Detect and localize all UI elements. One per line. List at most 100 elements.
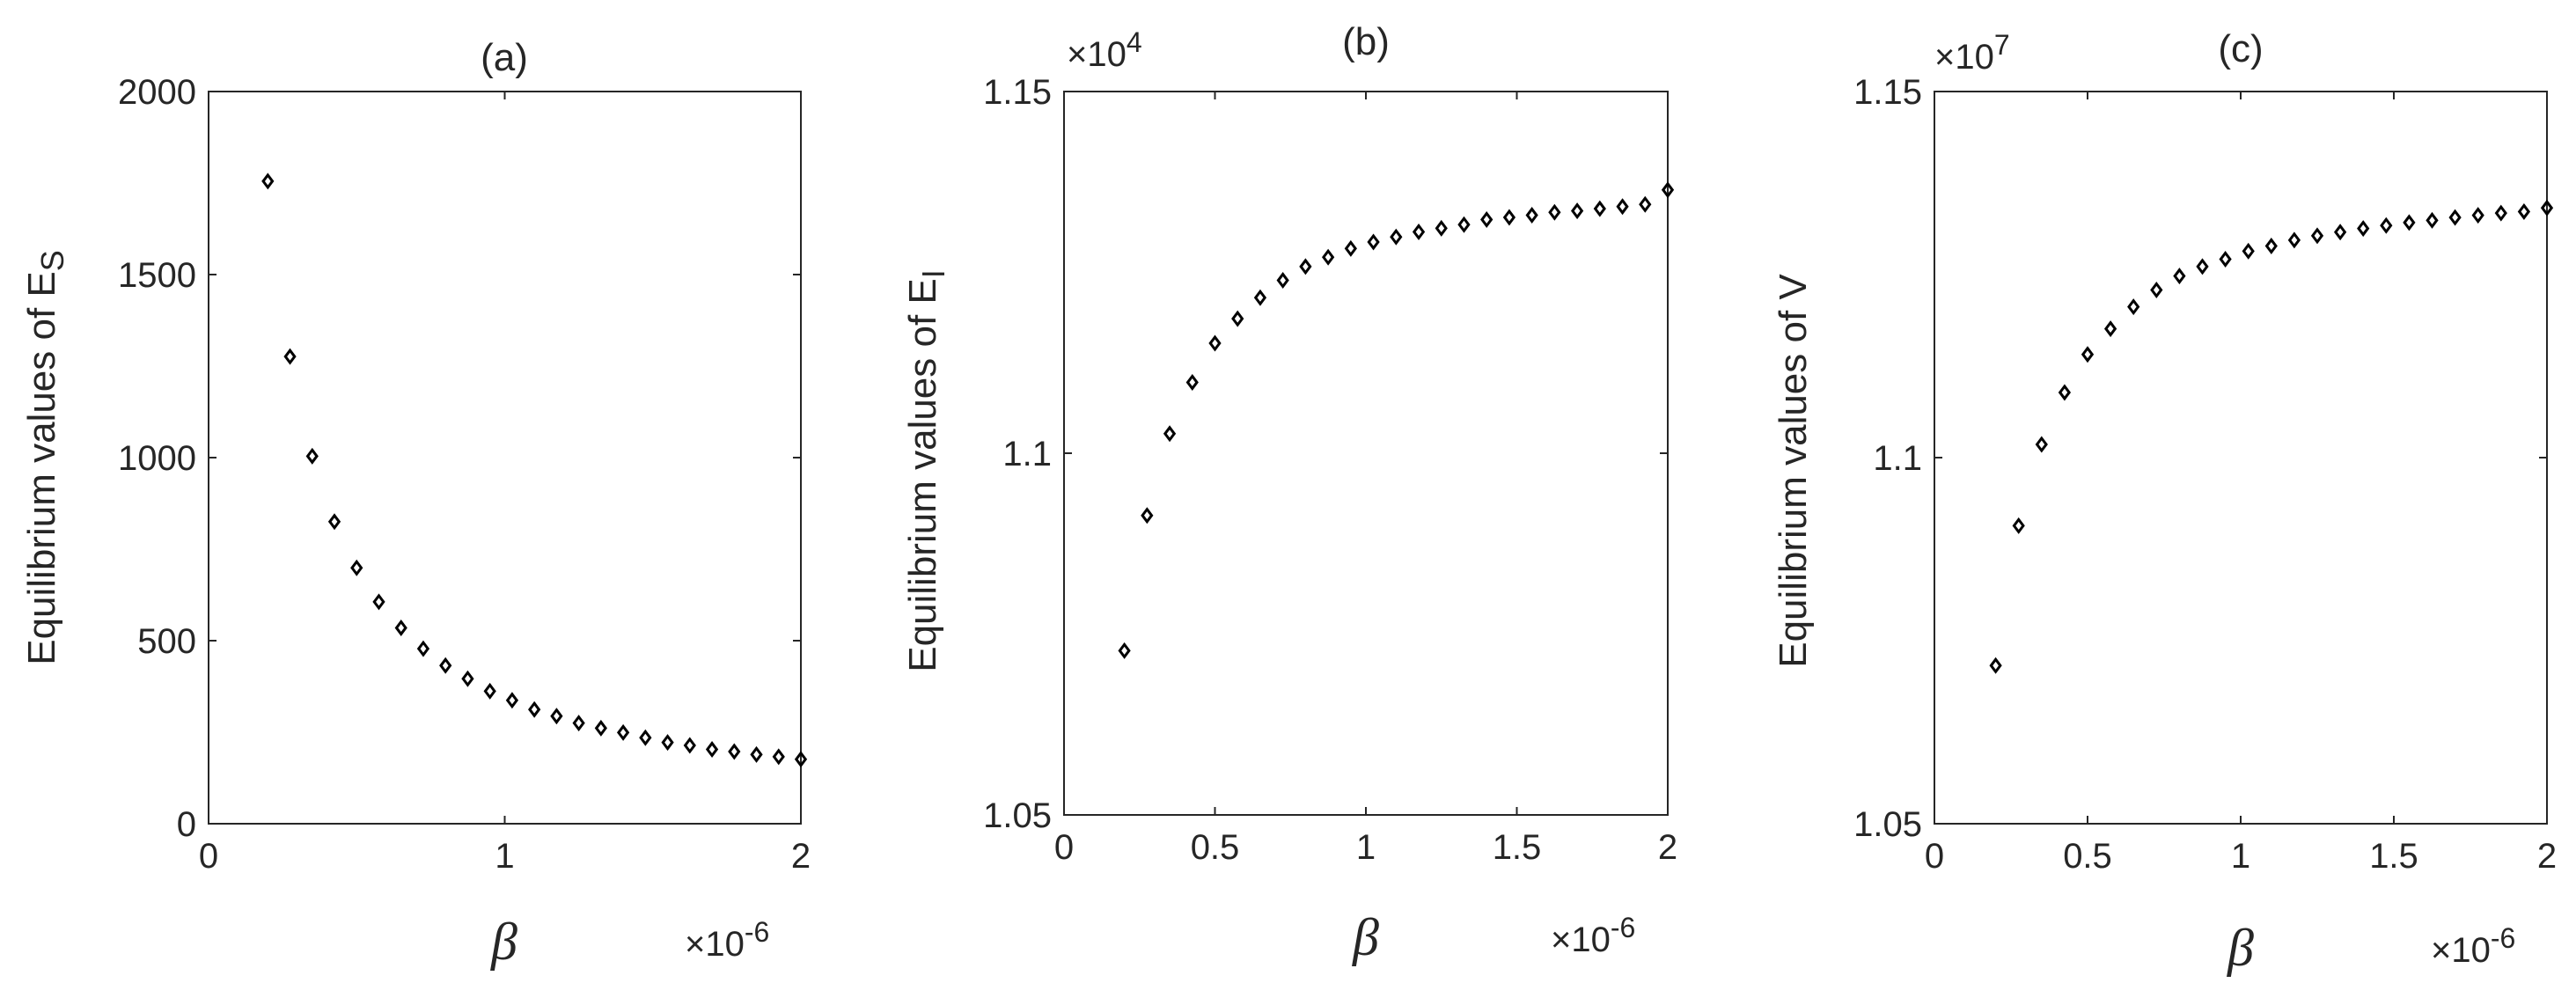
panel-c-data-point: [2494, 204, 2507, 222]
panel-b-y-exponent: ×104: [1067, 26, 1142, 74]
panel-c-points: [1989, 199, 2554, 674]
panel-a-data-point: [572, 715, 585, 732]
panel-c-data-point: [2310, 227, 2324, 245]
panel-b-xtick-label: 1: [1356, 828, 1376, 867]
panel-c-data-point: [2287, 231, 2301, 249]
panel-a-axes-box: [208, 91, 802, 825]
panel-b-data-point: [1570, 202, 1584, 220]
panel-a-ytick-label: 500: [137, 622, 196, 661]
panel-b-data-point: [1231, 310, 1244, 327]
panel-b: (b) ×104 Equilibrium values of EI β ×10-…: [901, 20, 1677, 966]
panel-c-data-point: [2357, 220, 2370, 238]
panel-b-points: [1118, 181, 1675, 659]
panel-c-data-point: [2173, 268, 2186, 285]
panel-c-data-point: [2380, 216, 2393, 234]
panel-a-x-exponent: ×10-6: [685, 916, 769, 964]
panel-b-data-point: [1435, 219, 1448, 237]
panel-b-data-point: [1141, 507, 1154, 525]
panel-b-x-exponent: ×10-6: [1551, 912, 1635, 959]
panel-a-xticks: 0 1 2: [199, 92, 811, 876]
panel-c-ylabel-text: Equilibrium values of V: [1772, 274, 1815, 668]
panel-c-x-exponent: ×10-6: [2431, 922, 2515, 970]
panel-c-data-point: [2242, 242, 2255, 260]
panel-c-data-point: [2264, 238, 2278, 255]
panel-c: (c) ×107 Equilibrium values of V β ×10-6…: [1772, 27, 2557, 977]
panel-a-data-point: [394, 619, 407, 636]
panel-b-ytick-label: 1.1: [1002, 435, 1052, 473]
panel-b-data-point: [1185, 373, 1199, 391]
panel-c-data-point: [2012, 517, 2025, 534]
panel-b-xtick-label: 1.5: [1493, 828, 1542, 867]
panel-c-title: (c): [2218, 27, 2263, 70]
panel-a-ytick-label: 1000: [118, 439, 196, 478]
panel-a-data-point: [461, 670, 474, 687]
panel-c-xticks: 0 0.5 1 1.5 2: [1925, 92, 2557, 876]
panel-a-data-point: [705, 741, 719, 759]
panel-c-data-point: [2058, 384, 2072, 401]
panel-c-data-point: [2540, 199, 2554, 216]
panel-a-data-point: [594, 719, 607, 737]
panel-c-xtick-label: 1.5: [2369, 837, 2418, 876]
panel-c-axes-box: [1934, 91, 2548, 825]
panel-a-data-point: [505, 692, 519, 709]
panel-b-data-point: [1163, 425, 1177, 443]
panel-b-ylabel-text: Equilibrium values of E: [901, 278, 944, 672]
panel-c-data-point: [2127, 298, 2140, 316]
panel-b-xlabel: β: [1352, 908, 1379, 966]
panel-a-data-point: [728, 743, 741, 760]
panel-b-ylabel-subscript: I: [915, 269, 951, 278]
panel-b-ytick-label: 1.05: [983, 796, 1052, 835]
panel-b-data-point: [1118, 642, 1131, 659]
panel-b-data-point: [1208, 334, 1222, 352]
panel-b-data-point: [1322, 248, 1335, 266]
panel-a-data-point: [750, 745, 763, 763]
svg-text:Equilibrium values of ES: Equilibrium values of ES: [20, 250, 70, 665]
panel-c-data-point: [2081, 346, 2095, 363]
panel-b-ytick-label: 1.15: [983, 73, 1052, 112]
panel-a-data-point: [283, 348, 297, 365]
panel-a-data-point: [372, 593, 385, 611]
panel-a-xtick-label: 0: [199, 837, 218, 876]
panel-a-ytick-label: 0: [177, 805, 196, 844]
panel-b-data-point: [1661, 181, 1675, 199]
panel-c-data-point: [2035, 436, 2048, 453]
panel-a-data-point: [683, 737, 696, 754]
panel-b-axes-box: [1063, 91, 1669, 816]
panel-a-data-point: [305, 447, 319, 465]
panel-c-data-point: [2517, 202, 2531, 220]
panel-b-xticks: 0 0.5 1 1.5 2: [1054, 92, 1677, 867]
panel-c-data-point: [2448, 209, 2462, 226]
panel-a-xtick-label: 1: [495, 837, 514, 876]
panel-b-data-point: [1480, 210, 1493, 228]
panel-c-yticks: 1.05 1.1 1.15: [1853, 73, 2547, 844]
panel-c-data-point: [2219, 251, 2232, 268]
panel-a-ytick-label: 1500: [118, 256, 196, 295]
panel-c-ytick-label: 1.15: [1853, 73, 1922, 112]
panel-a-xtick-label: 2: [791, 837, 811, 876]
panel-b-data-point: [1344, 239, 1357, 257]
panel-a-ytick-label: 2000: [118, 73, 196, 112]
svg-text:Equilibrium values of V: Equilibrium values of V: [1772, 274, 1815, 668]
panel-b-data-point: [1367, 233, 1380, 251]
panel-b-xtick-label: 2: [1658, 828, 1677, 867]
panel-c-ylabel: Equilibrium values of V: [1772, 274, 1815, 668]
panel-b-xtick-label: 0.5: [1191, 828, 1240, 867]
panel-c-data-point: [2150, 281, 2163, 298]
panel-a-ylabel: Equilibrium values of ES: [20, 250, 70, 665]
panel-c-xtick-label: 0.5: [2063, 837, 2112, 876]
panel-a-data-point: [616, 723, 630, 741]
panel-a-title: (a): [481, 36, 528, 79]
panel-a-data-point: [550, 708, 563, 725]
panel-c-xtick-label: 2: [2537, 837, 2557, 876]
panel-a-ylabel-subscript: S: [34, 250, 70, 271]
panel-c-data-point: [2471, 207, 2484, 224]
panel-c-data-point: [2333, 224, 2347, 241]
panel-c-data-point: [2403, 214, 2416, 231]
panel-b-data-point: [1276, 272, 1289, 290]
panel-b-data-point: [1525, 207, 1538, 224]
panel-c-ytick-label: 1.05: [1853, 805, 1922, 844]
panel-a-data-point: [439, 657, 452, 674]
panel-a-data-point: [528, 701, 541, 718]
panel-a-data-point: [327, 513, 341, 531]
